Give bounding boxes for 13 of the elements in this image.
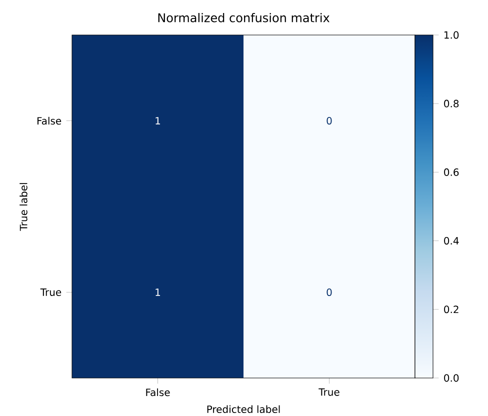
chart-title: Normalized confusion matrix [158,13,330,22]
data-label: 1 [156,117,160,124]
data-label: 0 [326,116,332,125]
color-bar-label: 1.0 [444,31,459,39]
data-label: 0 [326,288,332,296]
color-bar-label: 0.6 [444,168,459,176]
x-axis-title: Predicted label [207,405,280,414]
y-axis-title: True label [20,183,28,231]
color-bar-label: 0.8 [444,100,459,108]
data-label: 1 [156,288,160,296]
color-bar-label: 0.4 [444,237,459,245]
color-bar-label: 0.0 [444,374,459,382]
color-bar-label: 0.2 [444,306,458,314]
